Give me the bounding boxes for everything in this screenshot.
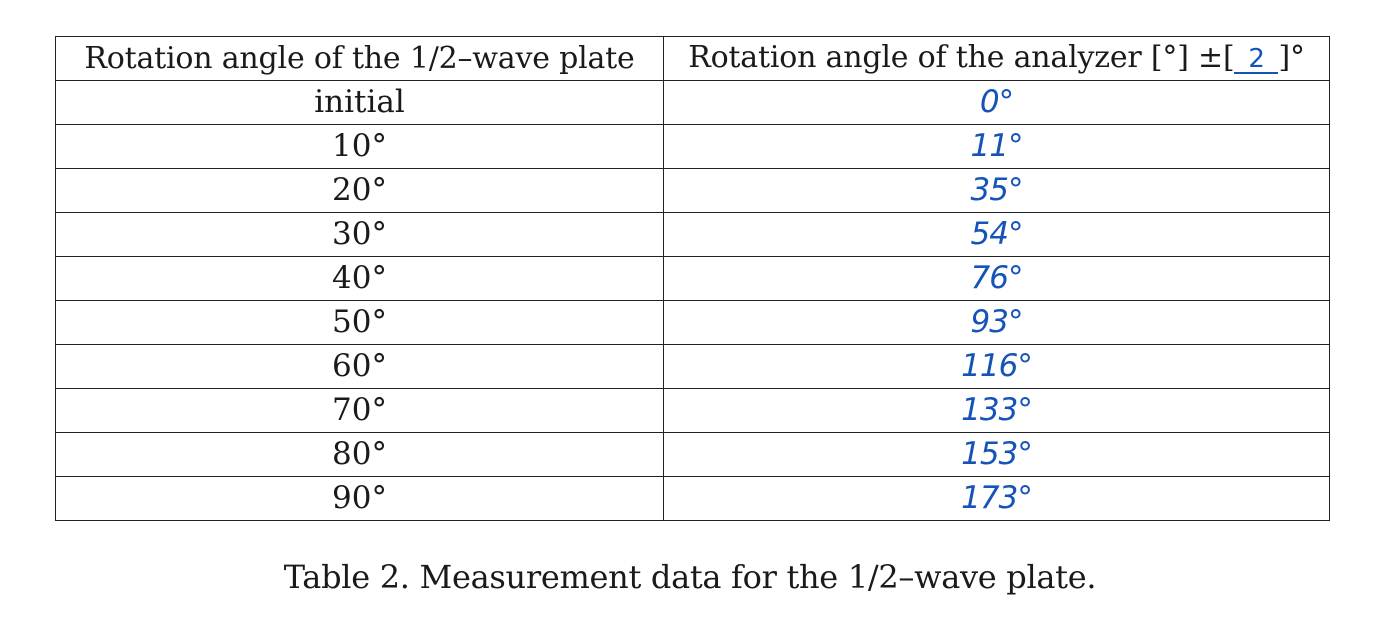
- plate-angle-cell: 60°: [55, 344, 664, 389]
- table-row: 60° 116°: [55, 344, 1330, 389]
- analyzer-angle-cell: 35°: [663, 168, 1330, 213]
- measurement-table: Rotation angle of the 1/2–wave plate Rot…: [55, 36, 1330, 521]
- table-row: 80° 153°: [55, 432, 1330, 477]
- plate-angle-cell: 50°: [55, 300, 664, 345]
- header-analyzer-angle: Rotation angle of the analyzer [°] ±[2]°: [663, 36, 1330, 81]
- analyzer-angle-cell: 116°: [663, 344, 1330, 389]
- table-row: 30° 54°: [55, 212, 1330, 257]
- plate-angle-cell: 90°: [55, 476, 664, 521]
- table-row: 50° 93°: [55, 300, 1330, 345]
- table-body: initial 0° 10° 11° 20° 35° 30° 54° 40° 7…: [55, 80, 1330, 521]
- plate-angle-cell: initial: [55, 80, 664, 125]
- plate-angle-cell: 70°: [55, 388, 664, 433]
- plate-angle-cell: 80°: [55, 432, 664, 477]
- table-row: 10° 11°: [55, 124, 1330, 169]
- table-row: 90° 173°: [55, 476, 1330, 521]
- table-row: 20° 35°: [55, 168, 1330, 213]
- handwritten-uncertainty: 2: [1234, 46, 1279, 74]
- header-row: Rotation angle of the 1/2–wave plate Rot…: [55, 36, 1330, 81]
- analyzer-angle-cell: 173°: [663, 476, 1330, 521]
- table-row: 40° 76°: [55, 256, 1330, 301]
- header-analyzer-prefix: Rotation angle of the analyzer [°] ±[: [688, 40, 1235, 75]
- analyzer-angle-cell: 153°: [663, 432, 1330, 477]
- analyzer-angle-cell: 0°: [663, 80, 1330, 125]
- header-analyzer-suffix: ]°: [1278, 40, 1305, 75]
- plate-angle-cell: 30°: [55, 212, 664, 257]
- table-row: initial 0°: [55, 80, 1330, 125]
- table-header: Rotation angle of the 1/2–wave plate Rot…: [55, 36, 1330, 81]
- table-row: 70° 133°: [55, 388, 1330, 433]
- analyzer-angle-cell: 76°: [663, 256, 1330, 301]
- header-plate-angle: Rotation angle of the 1/2–wave plate: [55, 36, 664, 81]
- analyzer-angle-cell: 54°: [663, 212, 1330, 257]
- analyzer-angle-cell: 11°: [663, 124, 1330, 169]
- table-caption: Table 2. Measurement data for the 1/2–wa…: [283, 558, 1097, 596]
- plate-angle-cell: 40°: [55, 256, 664, 301]
- plate-angle-cell: 10°: [55, 124, 664, 169]
- plate-angle-cell: 20°: [55, 168, 664, 213]
- analyzer-angle-cell: 93°: [663, 300, 1330, 345]
- analyzer-angle-cell: 133°: [663, 388, 1330, 433]
